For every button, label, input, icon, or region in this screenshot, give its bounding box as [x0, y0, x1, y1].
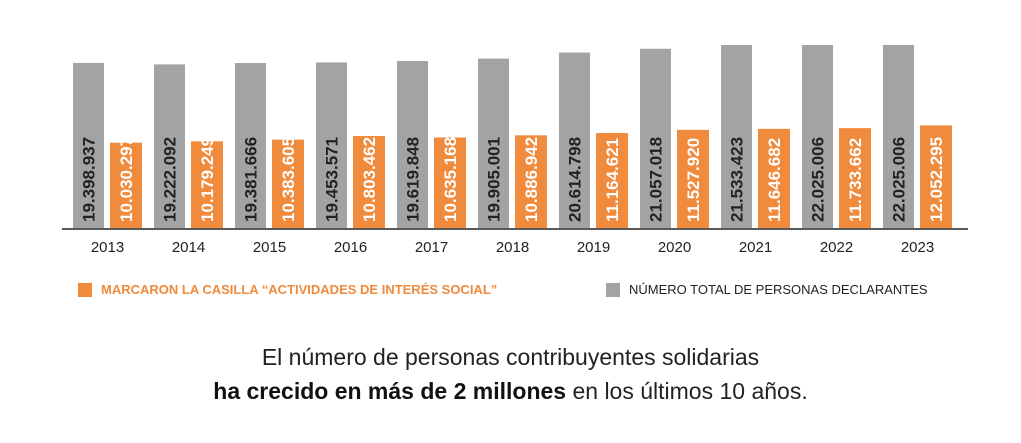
bar-social-2018 — [515, 135, 547, 228]
value-label-total-2021: 21.533.423 — [728, 137, 747, 222]
bar-total-2017 — [397, 61, 428, 228]
bar-total-2014 — [154, 64, 185, 228]
value-label-social-2013: 10.030.297 — [117, 137, 136, 222]
bar-social-2015 — [272, 139, 304, 228]
bar-social-2020 — [677, 129, 709, 228]
value-label-social-2023: 12.052.295 — [927, 137, 946, 222]
x-tick-label-2015: 2015 — [253, 239, 286, 256]
bar-total-2018 — [478, 58, 509, 229]
bars-group: 19.398.937 10.030.297 19.222.092 10.179.249… — [73, 45, 952, 229]
bar-social-2017 — [434, 137, 466, 228]
x-tick-label-2019: 2019 — [577, 239, 610, 256]
legend-swatch-gray — [606, 282, 620, 297]
value-label-social-2019: 11.164.621 — [603, 138, 622, 222]
x-tick-label-2014: 2014 — [172, 239, 205, 256]
value-label-total-2019: 20.614.798 — [566, 137, 585, 222]
bar-social-2016 — [353, 136, 385, 228]
bar-total-2013 — [73, 62, 104, 228]
value-label-social-2017: 10.635.168 — [441, 137, 460, 222]
value-label-total-2023: 22.025.006 — [890, 137, 909, 222]
legend-item-orange: MARCARON LA CASILLA “ACTIVIDADES DE INTE… — [78, 282, 497, 297]
x-tick-label-2023: 2023 — [901, 239, 934, 256]
x-tick-label-2020: 2020 — [658, 239, 691, 256]
bar-total-2022 — [802, 45, 833, 228]
value-label-total-2017: 19.619.848 — [404, 137, 423, 222]
legend-item-gray: NÚMERO TOTAL DE PERSONAS DECLARANTES — [606, 282, 928, 297]
value-label-social-2018: 10.886.942 — [522, 137, 541, 222]
x-tick-label-2022: 2022 — [820, 239, 853, 256]
x-tick-label-2021: 2021 — [739, 239, 772, 256]
bar-social-2014 — [191, 141, 223, 228]
bar-total-2020 — [640, 48, 671, 229]
bar-chart: 19.398.937 10.030.297 19.222.092 10.179.249… — [62, 45, 968, 256]
caption-bold-text: ha crecido en más de 2 millones — [213, 378, 567, 404]
value-label-total-2016: 19.453.571 — [323, 137, 342, 222]
value-label-social-2016: 10.803.462 — [360, 137, 379, 222]
legend-label-orange: MARCARON LA CASILLA “ACTIVIDADES DE INTE… — [101, 282, 498, 297]
bar-total-2019 — [559, 52, 590, 228]
x-tick-label-2017: 2017 — [415, 239, 448, 256]
x-tick-labels: 2013 2014 2015 2016 2017 2018 2019 2020 2021 2022… — [91, 239, 934, 256]
bar-total-2015 — [235, 63, 266, 228]
bar-total-2021 — [721, 45, 752, 228]
value-label-total-2013: 19.398.937 — [80, 137, 99, 222]
value-label-social-2020: 11.527.920 — [684, 138, 703, 222]
bar-social-2023 — [920, 125, 952, 228]
bar-total-2016 — [316, 62, 347, 228]
value-label-total-2020: 21.057.018 — [647, 137, 666, 222]
value-label-social-2014: 10.179.249 — [198, 137, 217, 222]
caption-rest-text: en los últimos 10 años. — [566, 378, 808, 404]
bar-total-2023 — [883, 45, 914, 228]
caption-line-2: ha crecido en más de 2 millones en los ú… — [0, 378, 1021, 405]
x-tick-label-2016: 2016 — [334, 239, 367, 256]
x-tick-label-2013: 2013 — [91, 239, 124, 256]
x-tick-label-2018: 2018 — [496, 239, 529, 256]
bar-social-2022 — [839, 128, 871, 228]
bar-social-2013 — [110, 142, 142, 228]
value-label-total-2014: 19.222.092 — [161, 137, 180, 222]
legend-label-gray: NÚMERO TOTAL DE PERSONAS DECLARANTES — [629, 282, 928, 297]
value-label-total-2022: 22.025.006 — [809, 137, 828, 222]
bar-social-2021 — [758, 128, 790, 228]
value-label-total-2018: 19.905.001 — [485, 137, 504, 222]
caption-line-1: El número de personas contribuyentes sol… — [261, 344, 760, 370]
value-label-total-2015: 19.381.666 — [242, 137, 261, 222]
legend-swatch-orange — [78, 282, 92, 297]
bar-social-2019 — [596, 132, 628, 228]
value-label-social-2021: 11.646.682 — [765, 138, 784, 222]
value-label-social-2022: 11.733.662 — [846, 138, 865, 222]
value-label-social-2015: 10.383.605 — [279, 137, 298, 222]
